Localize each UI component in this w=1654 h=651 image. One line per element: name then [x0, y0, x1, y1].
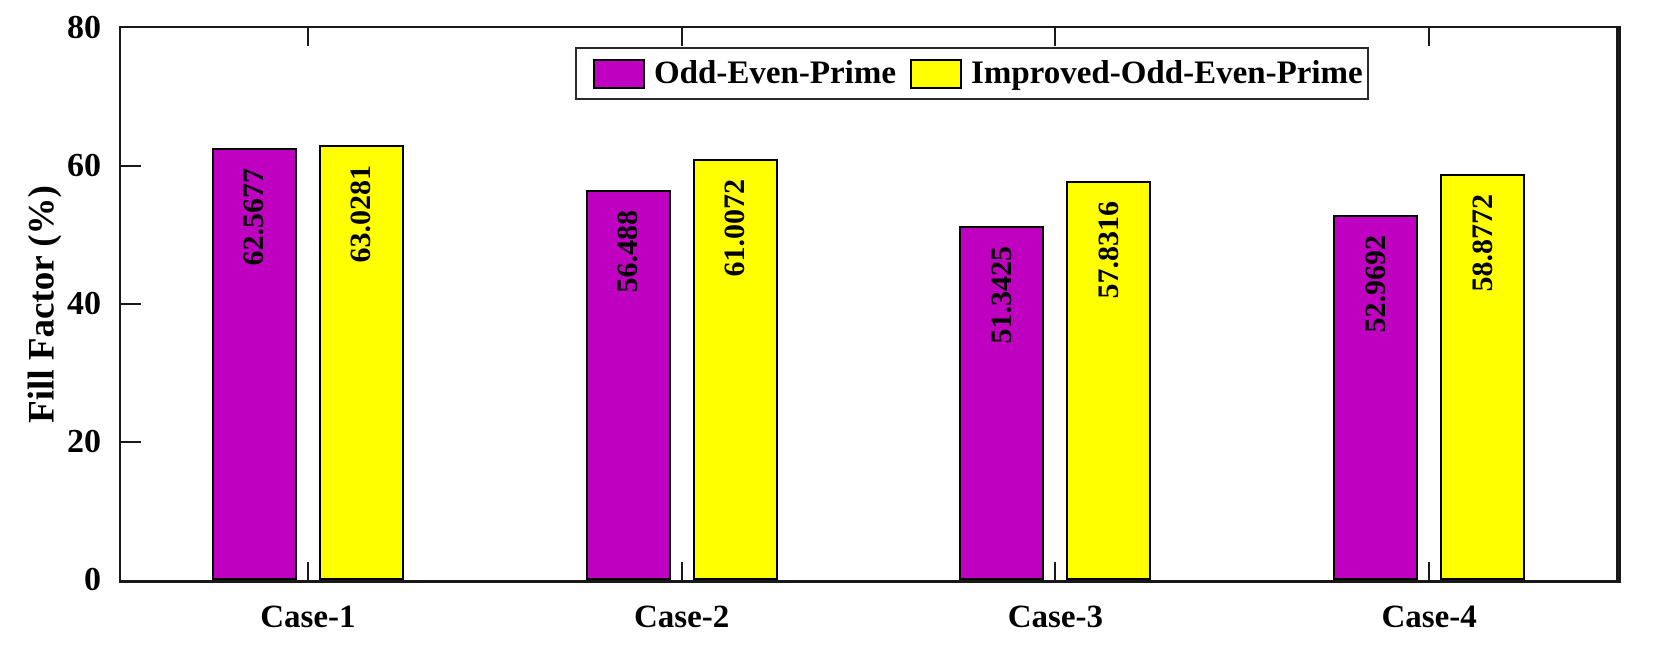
- bar-value-label: 62.5677: [237, 168, 271, 266]
- bar-value-label: 56.488: [611, 210, 645, 293]
- bar-improved-odd-even-prime: 57.8316: [1066, 181, 1152, 580]
- y-tick-mark: [121, 165, 141, 167]
- x-tick-mark: [1054, 562, 1057, 580]
- bar-value-label: 52.9692: [1358, 235, 1392, 333]
- legend-item: Odd-Even-Prime: [593, 55, 896, 92]
- x-tick-mark: [1054, 28, 1057, 46]
- plot-area: 62.5677 63.0281 56.488 61.0072 51.3425 57.831…: [119, 26, 1621, 583]
- x-tick-label: Case-4: [1381, 599, 1477, 635]
- legend-label: Improved-Odd-Even-Prime: [970, 55, 1363, 91]
- bar-odd-even-prime: 62.5677: [211, 148, 297, 580]
- x-tick-mark: [1428, 28, 1431, 46]
- bar-improved-odd-even-prime: 58.8772: [1440, 174, 1526, 580]
- y-tick-mark: [121, 441, 141, 443]
- x-tick-label: Case-1: [260, 599, 356, 635]
- legend-item: Improved-Odd-Even-Prime: [909, 55, 1363, 92]
- y-tick-mark: [121, 303, 141, 305]
- y-tick-label: 20: [67, 423, 101, 460]
- x-tick-mark: [306, 562, 309, 580]
- bar-value-label: 61.0072: [718, 179, 752, 277]
- bar-value-label: 58.8772: [1465, 194, 1499, 292]
- x-tick-mark: [1428, 562, 1431, 580]
- x-tick-mark: [680, 28, 683, 46]
- x-tick-mark: [680, 562, 683, 580]
- bar-odd-even-prime: 51.3425: [959, 226, 1045, 580]
- y-tick-label: 80: [67, 9, 101, 46]
- x-tick-label: Case-2: [633, 599, 730, 635]
- bar-value-label: 63.0281: [344, 165, 378, 263]
- bar-improved-odd-even-prime: 63.0281: [318, 145, 404, 580]
- bar-odd-even-prime: 52.9692: [1333, 215, 1419, 580]
- legend: Odd-Even-Prime Improved-Odd-Even-Prime: [575, 47, 1369, 100]
- bar-improved-odd-even-prime: 61.0072: [692, 159, 778, 580]
- legend-label: Odd-Even-Prime: [654, 55, 896, 91]
- y-tick-label: 60: [67, 147, 101, 184]
- legend-swatch-odd-even-prime: [593, 58, 645, 89]
- y-tick-label: 0: [84, 561, 101, 598]
- bar-value-label: 51.3425: [984, 246, 1018, 344]
- y-tick-label: 40: [67, 285, 101, 322]
- x-tick-mark: [306, 28, 309, 46]
- x-tick-label: Case-3: [1007, 599, 1104, 635]
- legend-swatch-improved-odd-even-prime: [909, 58, 962, 89]
- bar-value-label: 57.8316: [1091, 201, 1125, 299]
- bar-odd-even-prime: 56.488: [585, 190, 671, 580]
